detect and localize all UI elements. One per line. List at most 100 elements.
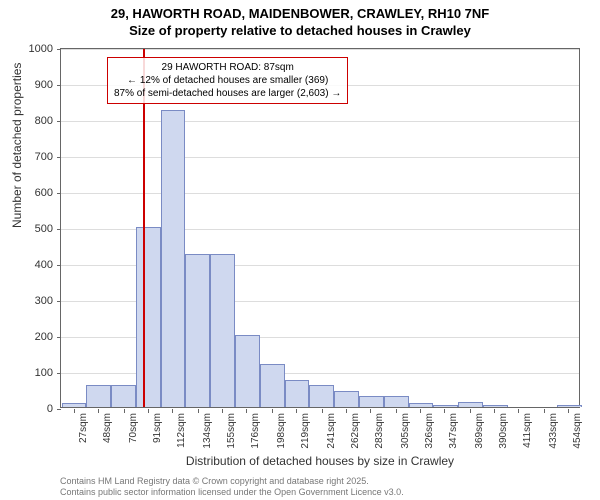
ytick-mark (57, 229, 61, 230)
ytick-mark (57, 337, 61, 338)
histogram-bar (185, 254, 210, 407)
xtick-mark (322, 409, 323, 413)
chart-title: 29, HAWORTH ROAD, MAIDENBOWER, CRAWLEY, … (0, 0, 600, 40)
xtick-label: 112sqm (176, 413, 187, 448)
xtick-label: 48sqm (102, 413, 113, 443)
histogram-bar (433, 405, 458, 407)
xtick-mark (124, 409, 125, 413)
ytick-mark (57, 265, 61, 266)
xtick-label: 134sqm (202, 413, 213, 449)
xtick-label: 91sqm (152, 413, 163, 443)
xtick-label: 70sqm (128, 413, 139, 443)
ytick-mark (57, 409, 61, 410)
histogram-bar (161, 110, 186, 407)
xtick-label: 176sqm (250, 413, 261, 449)
xtick-label: 454sqm (572, 413, 583, 449)
gridline (61, 121, 579, 122)
xtick-label: 369sqm (474, 413, 485, 449)
ytick-mark (57, 193, 61, 194)
xtick-mark (74, 409, 75, 413)
xtick-mark (272, 409, 273, 413)
xtick-label: 433sqm (548, 413, 559, 449)
ytick-label: 300 (35, 295, 53, 307)
annotation-box: 29 HAWORTH ROAD: 87sqm← 12% of detached … (107, 57, 348, 104)
xtick-mark (246, 409, 247, 413)
ytick-label: 200 (35, 331, 53, 343)
histogram-bar (62, 403, 87, 407)
ytick-label: 100 (35, 367, 53, 379)
title-line-2: Size of property relative to detached ho… (0, 23, 600, 40)
ytick-label: 800 (35, 115, 53, 127)
ytick-label: 500 (35, 223, 53, 235)
histogram-bar (483, 405, 508, 407)
y-axis-title: Number of detached properties (10, 63, 24, 228)
histogram-bar (111, 385, 136, 407)
xtick-label: 326sqm (424, 413, 435, 449)
annotation-line-1: 29 HAWORTH ROAD: 87sqm (114, 61, 341, 74)
xtick-label: 198sqm (276, 413, 287, 449)
histogram-bar (285, 380, 310, 407)
ytick-label: 900 (35, 79, 53, 91)
ytick-mark (57, 373, 61, 374)
histogram-bar (136, 227, 161, 407)
ytick-mark (57, 121, 61, 122)
footer-line-2: Contains public sector information licen… (60, 487, 404, 498)
x-axis-title: Distribution of detached houses by size … (0, 454, 600, 468)
annotation-line-3: 87% of semi-detached houses are larger (… (114, 87, 341, 100)
histogram-bar (409, 403, 434, 407)
ytick-label: 400 (35, 259, 53, 271)
histogram-bar (86, 385, 111, 407)
histogram-bar (557, 405, 582, 407)
xtick-label: 219sqm (300, 413, 311, 449)
chart-area: 0100200300400500600700800900100027sqm48s… (60, 48, 580, 408)
histogram-bar (458, 402, 483, 407)
xtick-label: 27sqm (78, 413, 89, 443)
xtick-label: 155sqm (226, 413, 237, 449)
ytick-mark (57, 49, 61, 50)
histogram-bar (384, 396, 409, 407)
xtick-mark (544, 409, 545, 413)
ytick-label: 1000 (29, 43, 53, 55)
ytick-label: 700 (35, 151, 53, 163)
histogram-bar (235, 335, 260, 407)
histogram-bar (359, 396, 384, 407)
xtick-mark (396, 409, 397, 413)
xtick-label: 390sqm (498, 413, 509, 449)
xtick-mark (518, 409, 519, 413)
gridline (61, 157, 579, 158)
xtick-mark (346, 409, 347, 413)
ytick-label: 600 (35, 187, 53, 199)
xtick-label: 347sqm (448, 413, 459, 449)
ytick-mark (57, 301, 61, 302)
xtick-mark (222, 409, 223, 413)
xtick-mark (470, 409, 471, 413)
title-line-1: 29, HAWORTH ROAD, MAIDENBOWER, CRAWLEY, … (0, 6, 600, 23)
histogram-bar (260, 364, 285, 407)
ytick-mark (57, 157, 61, 158)
xtick-mark (296, 409, 297, 413)
xtick-mark (370, 409, 371, 413)
xtick-label: 283sqm (374, 413, 385, 449)
ytick-mark (57, 85, 61, 86)
xtick-label: 241sqm (326, 413, 337, 449)
xtick-mark (568, 409, 569, 413)
xtick-mark (198, 409, 199, 413)
ytick-label: 0 (47, 403, 53, 415)
footer-attribution: Contains HM Land Registry data © Crown c… (60, 476, 404, 498)
plot-region: 0100200300400500600700800900100027sqm48s… (60, 48, 580, 408)
xtick-label: 262sqm (350, 413, 361, 449)
xtick-mark (98, 409, 99, 413)
xtick-mark (148, 409, 149, 413)
xtick-mark (494, 409, 495, 413)
xtick-label: 305sqm (400, 413, 411, 449)
annotation-line-2: ← 12% of detached houses are smaller (36… (114, 74, 341, 87)
gridline (61, 49, 579, 50)
histogram-bar (210, 254, 235, 407)
xtick-mark (420, 409, 421, 413)
gridline (61, 193, 579, 194)
histogram-bar (334, 391, 359, 407)
footer-line-1: Contains HM Land Registry data © Crown c… (60, 476, 404, 487)
histogram-bar (309, 385, 334, 407)
xtick-mark (172, 409, 173, 413)
xtick-label: 411sqm (522, 413, 533, 448)
